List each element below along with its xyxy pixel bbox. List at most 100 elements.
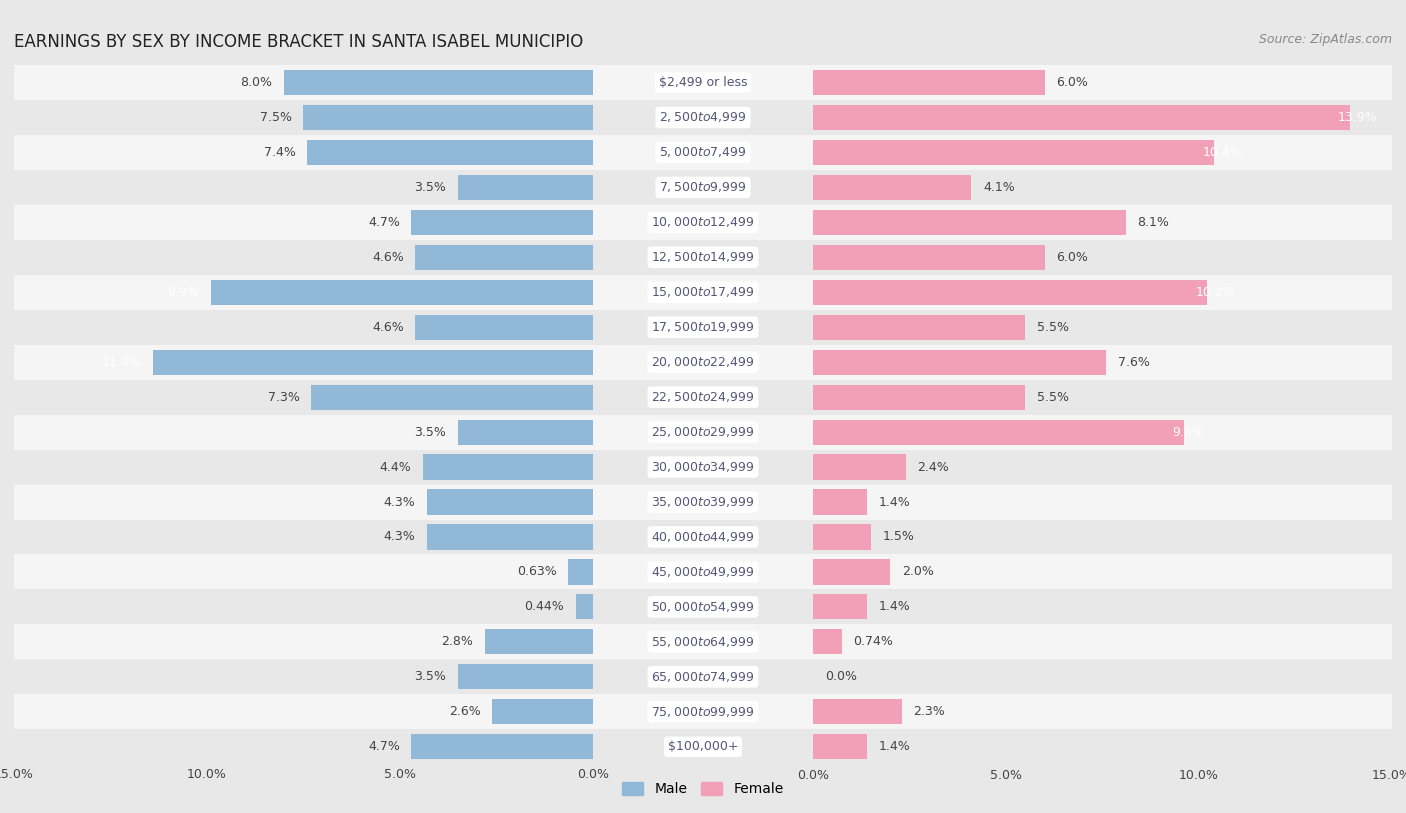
- Bar: [813, 659, 1392, 694]
- Bar: [593, 729, 813, 764]
- Text: 0.0%: 0.0%: [825, 671, 856, 683]
- Bar: [813, 554, 1392, 589]
- Bar: [593, 205, 813, 240]
- Text: 11.4%: 11.4%: [101, 356, 142, 368]
- Bar: [14, 450, 593, 485]
- Text: 9.9%: 9.9%: [167, 286, 200, 298]
- Bar: [813, 485, 1392, 520]
- Bar: [593, 310, 813, 345]
- Bar: [593, 694, 813, 729]
- Text: 6.0%: 6.0%: [1056, 251, 1088, 263]
- Legend: Male, Female: Male, Female: [617, 777, 789, 802]
- Bar: [813, 559, 890, 585]
- Bar: [813, 170, 1392, 205]
- Text: $22,500 to $24,999: $22,500 to $24,999: [651, 390, 755, 404]
- Bar: [813, 350, 1107, 375]
- Text: 4.3%: 4.3%: [384, 496, 415, 508]
- Text: 3.5%: 3.5%: [415, 426, 446, 438]
- Bar: [14, 275, 593, 310]
- Bar: [813, 210, 1126, 235]
- Text: $65,000 to $74,999: $65,000 to $74,999: [651, 670, 755, 684]
- Text: $55,000 to $64,999: $55,000 to $64,999: [651, 635, 755, 649]
- Bar: [813, 275, 1392, 310]
- Text: $40,000 to $44,999: $40,000 to $44,999: [651, 530, 755, 544]
- Bar: [14, 415, 593, 450]
- Bar: [813, 280, 1206, 305]
- Bar: [813, 420, 1184, 445]
- Bar: [427, 489, 593, 515]
- Bar: [593, 135, 813, 170]
- Text: $17,500 to $19,999: $17,500 to $19,999: [651, 320, 755, 334]
- Text: $5,000 to $7,499: $5,000 to $7,499: [659, 146, 747, 159]
- Bar: [593, 65, 813, 100]
- Bar: [813, 694, 1392, 729]
- Text: 2.0%: 2.0%: [903, 566, 934, 578]
- Text: 4.1%: 4.1%: [983, 181, 1015, 193]
- Bar: [423, 454, 593, 480]
- Bar: [14, 100, 593, 135]
- Bar: [14, 729, 593, 764]
- Text: 2.3%: 2.3%: [914, 706, 945, 718]
- Bar: [593, 275, 813, 310]
- Bar: [813, 594, 868, 620]
- Bar: [813, 105, 1350, 130]
- Bar: [593, 554, 813, 589]
- Bar: [813, 205, 1392, 240]
- Text: 7.3%: 7.3%: [267, 391, 299, 403]
- Text: 8.0%: 8.0%: [240, 76, 273, 89]
- Bar: [813, 100, 1392, 135]
- Text: 4.6%: 4.6%: [373, 251, 404, 263]
- Bar: [415, 245, 593, 270]
- Bar: [14, 65, 593, 100]
- Text: $100,000+: $100,000+: [668, 741, 738, 753]
- Bar: [813, 524, 872, 550]
- Bar: [593, 624, 813, 659]
- Bar: [813, 489, 868, 515]
- Text: 1.4%: 1.4%: [879, 496, 911, 508]
- Text: 8.1%: 8.1%: [1137, 216, 1170, 228]
- Text: $25,000 to $29,999: $25,000 to $29,999: [651, 425, 755, 439]
- Text: 0.74%: 0.74%: [853, 636, 893, 648]
- Text: $30,000 to $34,999: $30,000 to $34,999: [651, 460, 755, 474]
- Bar: [304, 105, 593, 130]
- Text: $15,000 to $17,499: $15,000 to $17,499: [651, 285, 755, 299]
- Text: Source: ZipAtlas.com: Source: ZipAtlas.com: [1258, 33, 1392, 46]
- Bar: [593, 100, 813, 135]
- Bar: [813, 734, 868, 759]
- Bar: [813, 65, 1392, 100]
- Bar: [813, 345, 1392, 380]
- Bar: [14, 135, 593, 170]
- Bar: [813, 520, 1392, 554]
- Bar: [14, 520, 593, 554]
- Text: 3.5%: 3.5%: [415, 671, 446, 683]
- Bar: [813, 699, 903, 724]
- Bar: [813, 729, 1392, 764]
- Bar: [576, 594, 593, 620]
- Bar: [568, 559, 593, 585]
- Bar: [485, 629, 593, 654]
- Text: EARNINGS BY SEX BY INCOME BRACKET IN SANTA ISABEL MUNICIPIO: EARNINGS BY SEX BY INCOME BRACKET IN SAN…: [14, 33, 583, 50]
- Text: $50,000 to $54,999: $50,000 to $54,999: [651, 600, 755, 614]
- Bar: [813, 624, 1392, 659]
- Bar: [813, 629, 842, 654]
- Bar: [593, 659, 813, 694]
- Text: $2,499 or less: $2,499 or less: [659, 76, 747, 89]
- Text: $20,000 to $22,499: $20,000 to $22,499: [651, 355, 755, 369]
- Text: 13.9%: 13.9%: [1339, 111, 1378, 124]
- Bar: [593, 520, 813, 554]
- Bar: [813, 385, 1025, 410]
- Text: 4.4%: 4.4%: [380, 461, 412, 473]
- Text: $2,500 to $4,999: $2,500 to $4,999: [659, 111, 747, 124]
- Bar: [14, 345, 593, 380]
- Bar: [458, 175, 593, 200]
- Text: $45,000 to $49,999: $45,000 to $49,999: [651, 565, 755, 579]
- Text: $10,000 to $12,499: $10,000 to $12,499: [651, 215, 755, 229]
- Text: $7,500 to $9,999: $7,500 to $9,999: [659, 180, 747, 194]
- Bar: [427, 524, 593, 550]
- Bar: [14, 554, 593, 589]
- Bar: [14, 240, 593, 275]
- Bar: [813, 240, 1392, 275]
- Text: 3.5%: 3.5%: [415, 181, 446, 193]
- Bar: [415, 315, 593, 340]
- Bar: [813, 135, 1392, 170]
